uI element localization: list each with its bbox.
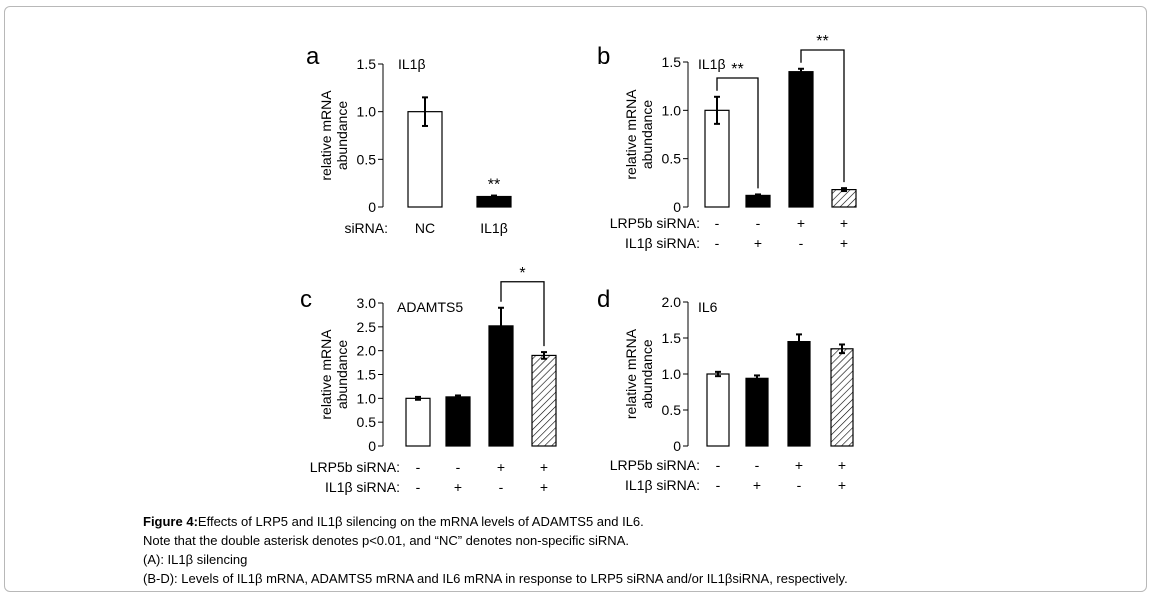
condition-sign: + bbox=[454, 479, 462, 495]
condition-sign: - bbox=[755, 457, 760, 473]
y-tick-label: 0 bbox=[673, 199, 681, 215]
y-tick-label: 3.0 bbox=[357, 295, 377, 311]
y-tick-label: 0 bbox=[368, 438, 376, 454]
bar bbox=[830, 348, 854, 447]
significance-bracket bbox=[800, 49, 845, 183]
condition-row-label: siRNA: bbox=[344, 220, 388, 236]
condition-sign: + bbox=[754, 235, 762, 251]
condition-sign: - bbox=[797, 477, 802, 493]
y-tick-label: 0.5 bbox=[357, 414, 377, 430]
condition-sign: - bbox=[715, 235, 720, 251]
bar bbox=[704, 109, 730, 208]
bar bbox=[405, 397, 431, 447]
y-axis-title-line1: relative mRNA bbox=[318, 329, 334, 420]
condition-sign: + bbox=[840, 215, 848, 231]
bar bbox=[831, 189, 857, 208]
condition-row-label: LRP5b siRNA: bbox=[610, 457, 700, 473]
caption-figure-label: Figure 4: bbox=[143, 514, 198, 529]
y-axis-title-line2: abundance bbox=[334, 340, 350, 410]
condition-sign: + bbox=[497, 459, 505, 475]
condition-sign: - bbox=[416, 479, 421, 495]
condition-sign: - bbox=[716, 477, 721, 493]
y-axis-title-line1: relative mRNA bbox=[623, 328, 639, 419]
condition-sign: - bbox=[799, 235, 804, 251]
bar bbox=[531, 354, 557, 447]
bar bbox=[788, 71, 814, 208]
y-tick-label: 1.5 bbox=[662, 54, 682, 70]
significance-bracket bbox=[716, 77, 759, 189]
caption-line-4: (B-D): Levels of IL1β mRNA, ADAMTS5 mRNA… bbox=[143, 571, 848, 586]
gene-label: IL6 bbox=[698, 299, 718, 315]
y-axis-title-line2: abundance bbox=[334, 101, 350, 171]
significance-marker: ** bbox=[731, 61, 743, 78]
condition-sign: - bbox=[499, 479, 504, 495]
condition-sign: - bbox=[715, 215, 720, 231]
significance-bracket bbox=[500, 281, 545, 347]
condition-sign: - bbox=[716, 457, 721, 473]
y-tick-label: 1.5 bbox=[357, 56, 377, 72]
caption-line-2: Note that the double asterisk denotes p<… bbox=[143, 533, 629, 548]
y-tick-label: 1.0 bbox=[357, 104, 377, 120]
y-tick-label: 2.0 bbox=[662, 294, 682, 310]
y-tick-label: 0.5 bbox=[662, 151, 682, 167]
caption-title: Effects of LRP5 and IL1β silencing on th… bbox=[197, 514, 644, 529]
figure-frame bbox=[4, 6, 1147, 592]
condition-sign: + bbox=[540, 479, 548, 495]
gene-label: IL1β bbox=[698, 56, 726, 72]
bar bbox=[445, 396, 471, 447]
panel-letter: a bbox=[306, 43, 320, 70]
y-tick-label: 0 bbox=[368, 199, 376, 215]
condition-row-label: LRP5b siRNA: bbox=[610, 215, 700, 231]
condition-sign: + bbox=[838, 457, 846, 473]
y-tick-label: 1.5 bbox=[357, 367, 377, 383]
y-tick-label: 1.0 bbox=[357, 390, 377, 406]
y-axis-title-line1: relative mRNA bbox=[318, 90, 334, 181]
figure-caption: Figure 4:Effects of LRP5 and IL1β silenc… bbox=[143, 512, 848, 588]
gene-label: IL1β bbox=[398, 56, 426, 72]
y-tick-label: 0.5 bbox=[662, 402, 682, 418]
y-tick-label: 1.0 bbox=[662, 366, 682, 382]
bar bbox=[745, 377, 769, 447]
category-label: IL1β bbox=[480, 220, 508, 236]
condition-row-label: IL1β siRNA: bbox=[325, 479, 400, 495]
y-axis-title-line2: abundance bbox=[639, 339, 655, 409]
y-tick-label: 1.5 bbox=[662, 330, 682, 346]
y-tick-label: 0 bbox=[673, 438, 681, 454]
condition-sign: - bbox=[456, 459, 461, 475]
condition-sign: + bbox=[840, 235, 848, 251]
significance-marker: ** bbox=[816, 33, 828, 50]
panel-letter: d bbox=[597, 286, 610, 313]
condition-row-label: LRP5b siRNA: bbox=[310, 459, 400, 475]
caption-line-1: Figure 4:Effects of LRP5 and IL1β silenc… bbox=[143, 512, 848, 531]
significance-marker: ** bbox=[488, 177, 500, 194]
y-tick-label: 2.5 bbox=[357, 319, 377, 335]
condition-sign: - bbox=[416, 459, 421, 475]
category-label: NC bbox=[415, 220, 435, 236]
bar bbox=[787, 341, 811, 447]
condition-sign: - bbox=[756, 215, 761, 231]
y-tick-label: 1.0 bbox=[662, 102, 682, 118]
condition-sign: + bbox=[753, 477, 761, 493]
y-axis-title-line2: abundance bbox=[639, 100, 655, 170]
significance-marker: * bbox=[519, 265, 525, 282]
y-axis-title-line1: relative mRNA bbox=[623, 89, 639, 180]
condition-sign: + bbox=[838, 477, 846, 493]
bar bbox=[706, 373, 730, 447]
panel-letter: b bbox=[597, 43, 610, 70]
condition-sign: + bbox=[797, 215, 805, 231]
condition-sign: + bbox=[795, 457, 803, 473]
condition-row-label: IL1β siRNA: bbox=[625, 477, 700, 493]
panel-letter: c bbox=[300, 286, 312, 313]
y-tick-label: 0.5 bbox=[357, 151, 377, 167]
y-tick-label: 2.0 bbox=[357, 343, 377, 359]
condition-row-label: IL1β siRNA: bbox=[625, 235, 700, 251]
caption-line-3: (A): IL1β silencing bbox=[143, 552, 248, 567]
gene-label: ADAMTS5 bbox=[397, 299, 463, 315]
condition-sign: + bbox=[540, 459, 548, 475]
